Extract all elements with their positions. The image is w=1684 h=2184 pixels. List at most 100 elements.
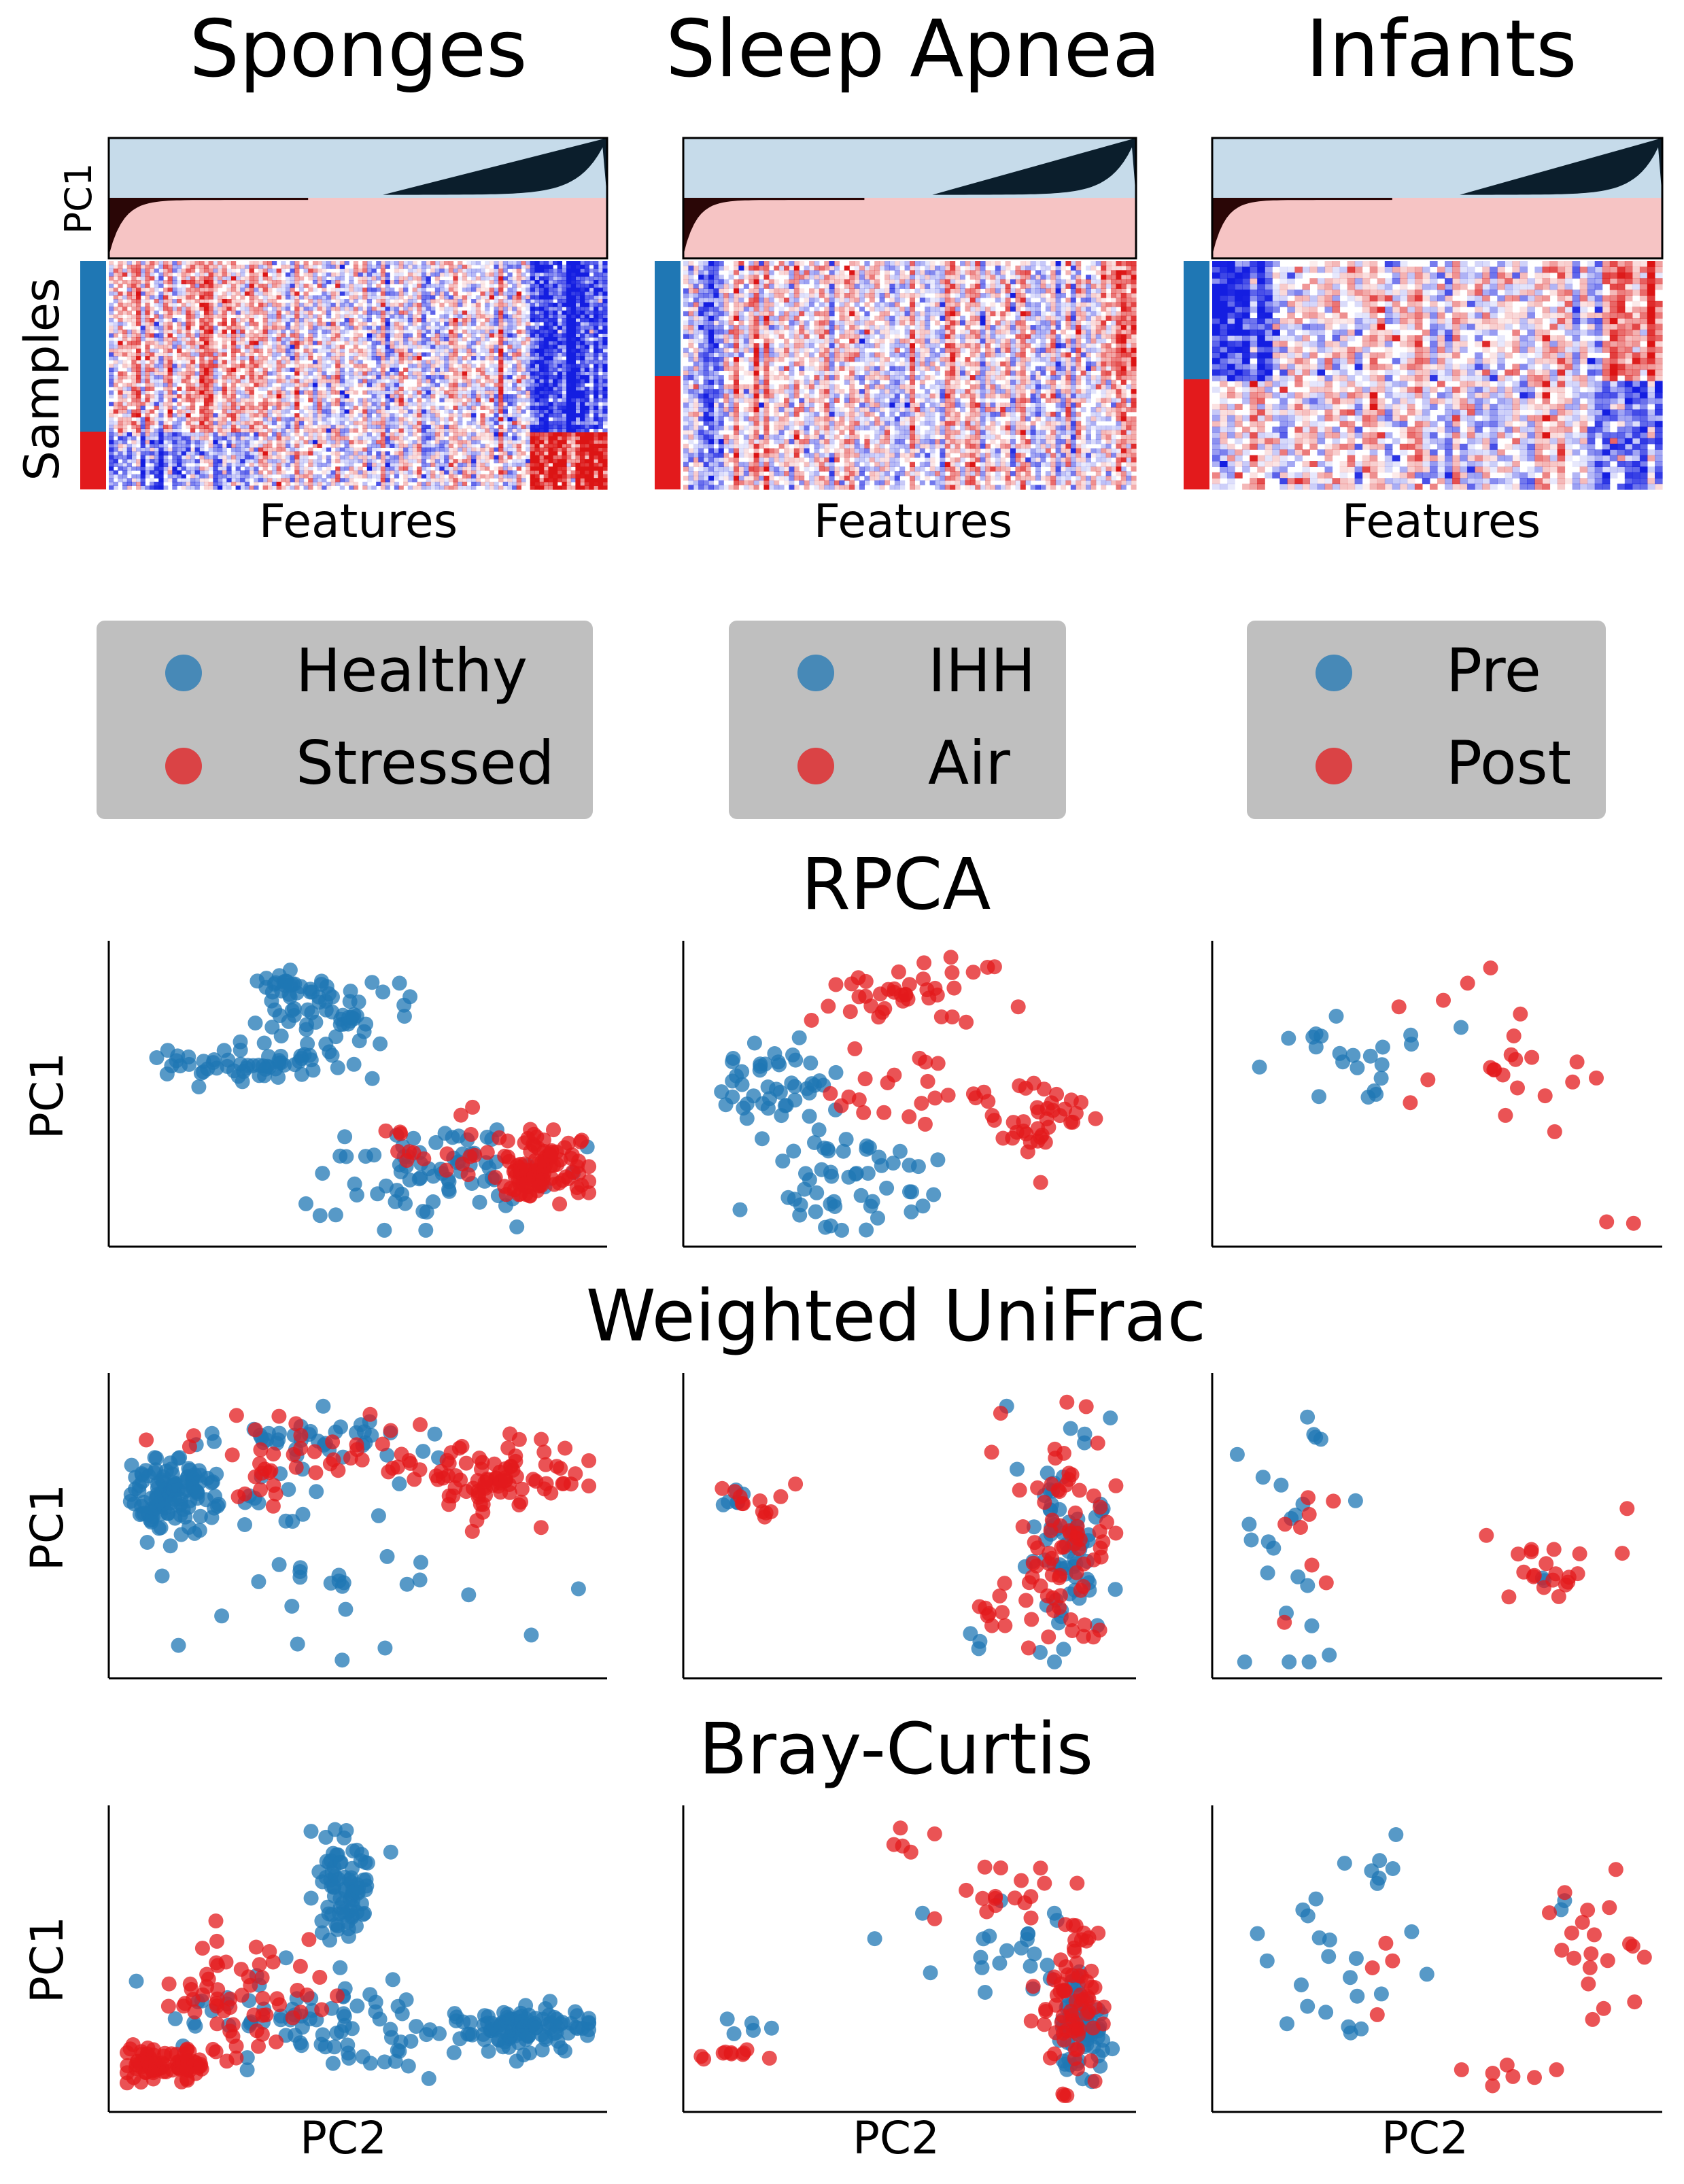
heatmap-cell	[235, 341, 241, 345]
heatmap-cell	[548, 409, 553, 414]
heatmap-cell	[548, 352, 553, 357]
heatmap-cell	[145, 364, 150, 368]
heatmap-cell	[330, 291, 336, 296]
heatmap-cell	[498, 443, 504, 448]
heatmap-cell	[485, 295, 490, 300]
heatmap-cell	[222, 424, 227, 429]
heatmap-cell	[281, 268, 286, 273]
heatmap-cell	[385, 424, 390, 429]
heatmap-cell	[439, 302, 445, 307]
heatmap-cell	[167, 409, 173, 414]
heatmap-cell	[570, 341, 576, 345]
heatmap-cell	[145, 283, 150, 288]
heatmap-cell	[534, 310, 540, 315]
heatmap-cell	[294, 272, 300, 277]
heatmap-cell	[562, 295, 567, 300]
heatmap-cell	[580, 348, 585, 353]
heatmap-cell	[339, 405, 345, 410]
heatmap-cell	[498, 447, 504, 452]
heatmap-cell	[190, 268, 196, 273]
heatmap-cell	[122, 398, 128, 402]
heatmap-cell	[398, 302, 404, 307]
heatmap-cell	[494, 314, 499, 319]
heatmap-cell	[426, 341, 431, 345]
heatmap-cell	[177, 379, 182, 383]
heatmap-cell	[439, 341, 445, 345]
heatmap-cell	[150, 333, 155, 338]
heatmap-cell	[494, 264, 499, 269]
heatmap-cell	[498, 276, 504, 281]
heatmap-cell	[589, 352, 594, 357]
heatmap-cell	[230, 291, 237, 296]
heatmap-cell	[584, 428, 589, 433]
heatmap-cell	[553, 436, 558, 440]
heatmap-cell	[594, 310, 599, 315]
heatmap-cell	[339, 307, 345, 311]
heatmap-cell	[462, 383, 468, 387]
heatmap-cell	[194, 291, 200, 296]
heatmap-cell	[126, 341, 132, 345]
heatmap-cell	[194, 329, 200, 334]
heatmap-cell	[118, 348, 123, 353]
heatmap-cell	[480, 329, 485, 334]
heatmap-cell	[235, 432, 241, 437]
heatmap-cell	[498, 322, 504, 326]
heatmap-cell	[190, 451, 196, 456]
heatmap-cell	[553, 288, 558, 292]
heatmap-cell	[150, 421, 155, 426]
heatmap-cell	[222, 360, 227, 364]
heatmap-cell	[226, 261, 232, 266]
heatmap-cell	[584, 367, 589, 372]
heatmap-cell	[208, 364, 213, 368]
heatmap-cell	[444, 451, 449, 456]
heatmap-cell	[285, 291, 291, 296]
heatmap-cell	[602, 333, 608, 338]
heatmap-cell	[267, 261, 273, 266]
heatmap-cell	[417, 307, 422, 311]
heatmap-cell	[172, 394, 177, 399]
heatmap-cell	[566, 409, 572, 414]
heatmap-cell	[498, 390, 504, 395]
heatmap-cell	[557, 283, 562, 288]
heatmap-cell	[426, 261, 431, 266]
heatmap-cell	[426, 364, 431, 368]
heatmap-cell	[208, 371, 213, 376]
heatmap-cell	[339, 371, 345, 376]
heatmap-cell	[244, 383, 250, 387]
heatmap-cell	[199, 383, 205, 387]
heatmap-cell	[240, 302, 245, 307]
heatmap-cell	[271, 364, 277, 368]
heatmap-cell	[330, 348, 336, 353]
heatmap-cell	[566, 337, 572, 342]
heatmap-cell	[208, 428, 213, 433]
heatmap-cell	[494, 383, 499, 387]
heatmap-cell	[575, 432, 581, 437]
heatmap-cell	[430, 375, 436, 380]
heatmap-cell	[390, 295, 395, 300]
heatmap-cell	[512, 451, 517, 456]
heatmap-cell	[290, 288, 295, 292]
heatmap-cell	[570, 299, 576, 304]
heatmap-cell	[281, 261, 286, 266]
heatmap-cell	[380, 314, 386, 319]
heatmap-cell	[485, 443, 490, 448]
heatmap-cell	[290, 447, 295, 452]
heatmap-cell	[109, 345, 114, 349]
heatmap-cell	[407, 322, 413, 326]
heatmap-cell	[557, 314, 562, 319]
heatmap-cell	[177, 280, 182, 285]
heatmap-cell	[303, 261, 309, 266]
heatmap-cell	[466, 288, 472, 292]
heatmap-cell	[230, 421, 237, 426]
heatmap-cell	[317, 375, 322, 380]
heatmap-cell	[131, 307, 137, 311]
heatmap-cell	[489, 268, 494, 273]
heatmap-cell	[213, 356, 218, 361]
heatmap-cell	[575, 341, 581, 345]
heatmap-cell	[516, 356, 521, 361]
heatmap-cell	[398, 329, 404, 334]
heatmap-cell	[177, 386, 182, 391]
heatmap-cell	[448, 307, 454, 311]
heatmap-cell	[150, 264, 155, 269]
heatmap-cell	[475, 295, 481, 300]
